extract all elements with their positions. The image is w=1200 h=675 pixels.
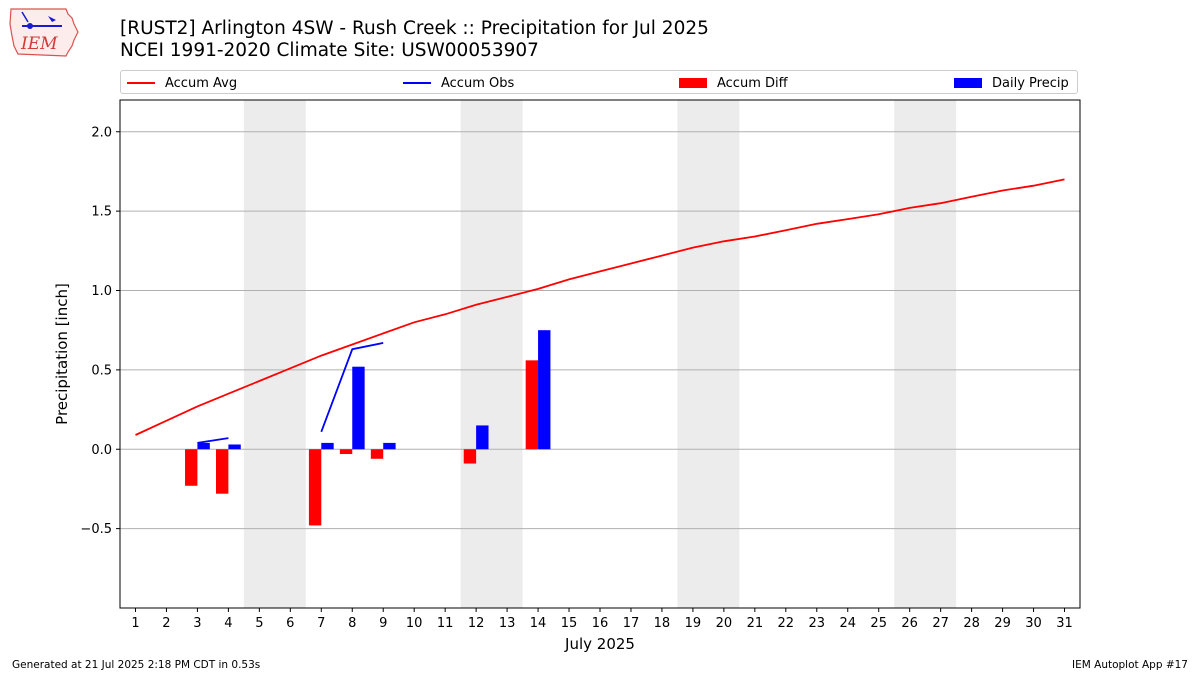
x-axis-label: July 2025 bbox=[564, 635, 635, 653]
legend-swatch-daily-precip bbox=[954, 78, 982, 88]
accum-diff-bar bbox=[308, 449, 322, 526]
daily-precip-bar bbox=[383, 442, 396, 450]
y-tick-label: 2.0 bbox=[91, 125, 112, 140]
x-tick-label: 2 bbox=[162, 616, 170, 631]
bars bbox=[185, 330, 551, 526]
x-tick-label: 18 bbox=[654, 616, 671, 631]
y-tick-label: 0.0 bbox=[91, 443, 112, 458]
chart-title: [RUST2] Arlington 4SW - Rush Creek :: Pr… bbox=[120, 18, 709, 62]
daily-precip-bar bbox=[197, 442, 210, 450]
x-tick-label: 9 bbox=[379, 616, 387, 631]
legend-item-accum-diff: Accum Diff bbox=[679, 74, 788, 92]
x-tick-label: 4 bbox=[224, 616, 232, 631]
daily-precip-bar bbox=[476, 425, 489, 450]
daily-precip-bar bbox=[538, 330, 551, 450]
weekend-band bbox=[677, 100, 740, 608]
footer-generated: Generated at 21 Jul 2025 2:18 PM CDT in … bbox=[12, 659, 261, 671]
legend-label-accum-obs: Accum Obs bbox=[441, 75, 515, 91]
legend-label-accum-diff: Accum Diff bbox=[717, 75, 788, 91]
x-tick-label: 17 bbox=[623, 616, 640, 631]
logo-text: IEM bbox=[20, 34, 58, 54]
y-tick-label: −0.5 bbox=[80, 522, 112, 537]
y-tick-label: 1.5 bbox=[91, 205, 112, 220]
x-tick-label: 20 bbox=[716, 616, 733, 631]
accum-diff-bar bbox=[370, 449, 384, 459]
accum-diff-bar bbox=[185, 449, 198, 486]
x-tick-label: 28 bbox=[963, 616, 980, 631]
legend-swatch-accum-avg bbox=[127, 82, 155, 84]
x-tick-label: 19 bbox=[685, 616, 702, 631]
accum-obs-line bbox=[197, 437, 229, 444]
x-tick-label: 24 bbox=[839, 616, 856, 631]
y-tick-label: 1.0 bbox=[91, 284, 112, 299]
accum-diff-bar bbox=[216, 449, 229, 494]
x-tick-label: 7 bbox=[317, 616, 325, 631]
legend-swatch-accum-diff bbox=[679, 78, 707, 88]
x-tick-label: 23 bbox=[809, 616, 826, 631]
x-tick-label: 26 bbox=[901, 616, 918, 631]
x-tick-label: 16 bbox=[592, 616, 609, 631]
accum-diff-bar bbox=[525, 360, 539, 450]
y-axis-ticks: −0.5 0.0 0.5 1.0 1.5 2.0 bbox=[80, 125, 120, 537]
x-tick-label: 12 bbox=[468, 616, 485, 631]
x-tick-label: 1 bbox=[131, 616, 139, 631]
daily-precip-bar bbox=[321, 442, 334, 450]
daily-precip-bar bbox=[228, 444, 241, 450]
weekend-band bbox=[460, 100, 523, 608]
chart-title-line2: NCEI 1991-2020 Climate Site: USW00053907 bbox=[120, 40, 539, 61]
x-tick-label: 11 bbox=[437, 616, 454, 631]
y-axis-label: Precipitation [inch] bbox=[53, 283, 71, 425]
weekend-band bbox=[894, 100, 957, 608]
chart-legend: Accum Avg Accum Obs Accum Diff Daily Pre… bbox=[120, 70, 1078, 94]
series-lines bbox=[135, 178, 1065, 444]
daily-precip-bar bbox=[352, 366, 365, 450]
accum-diff-bar bbox=[339, 449, 353, 455]
x-tick-label: 14 bbox=[530, 616, 547, 631]
legend-swatch-accum-obs bbox=[403, 82, 431, 84]
x-axis-ticks: 1 2 3 4 5 6 7 8 9 10 11 12 13 14 15 16 17 18 19 20 21 22 23 24 2… bbox=[131, 608, 1073, 631]
x-tick-label: 22 bbox=[778, 616, 795, 631]
legend-label-accum-avg: Accum Avg bbox=[165, 75, 238, 91]
x-tick-label: 15 bbox=[561, 616, 578, 631]
accum-diff-bar bbox=[463, 449, 477, 464]
accum-avg-line bbox=[135, 178, 1065, 436]
x-tick-label: 13 bbox=[499, 616, 516, 631]
x-tick-label: 8 bbox=[348, 616, 356, 631]
x-tick-label: 10 bbox=[406, 616, 423, 631]
weekend-bands bbox=[243, 100, 957, 608]
legend-item-accum-avg: Accum Avg bbox=[127, 74, 237, 92]
x-tick-label: 30 bbox=[1025, 616, 1042, 631]
gridlines bbox=[120, 131, 1080, 530]
footer-app: IEM Autoplot App #17 bbox=[1072, 659, 1188, 671]
y-tick-label: 0.5 bbox=[91, 363, 112, 378]
legend-label-daily-precip: Daily Precip bbox=[992, 75, 1069, 91]
x-tick-label: 21 bbox=[747, 616, 764, 631]
x-tick-label: 3 bbox=[193, 616, 201, 631]
chart-title-line1: [RUST2] Arlington 4SW - Rush Creek :: Pr… bbox=[120, 18, 709, 39]
x-tick-label: 6 bbox=[286, 616, 294, 631]
legend-item-daily-precip: Daily Precip bbox=[954, 74, 1069, 92]
accum-obs-line bbox=[320, 342, 384, 433]
x-tick-label: 25 bbox=[870, 616, 887, 631]
x-tick-label: 31 bbox=[1056, 616, 1073, 631]
iem-logo: IEM bbox=[8, 6, 80, 58]
x-tick-label: 5 bbox=[255, 616, 263, 631]
x-tick-label: 27 bbox=[932, 616, 949, 631]
x-tick-label: 29 bbox=[994, 616, 1011, 631]
legend-item-accum-obs: Accum Obs bbox=[403, 74, 514, 92]
weekend-band bbox=[243, 100, 306, 608]
